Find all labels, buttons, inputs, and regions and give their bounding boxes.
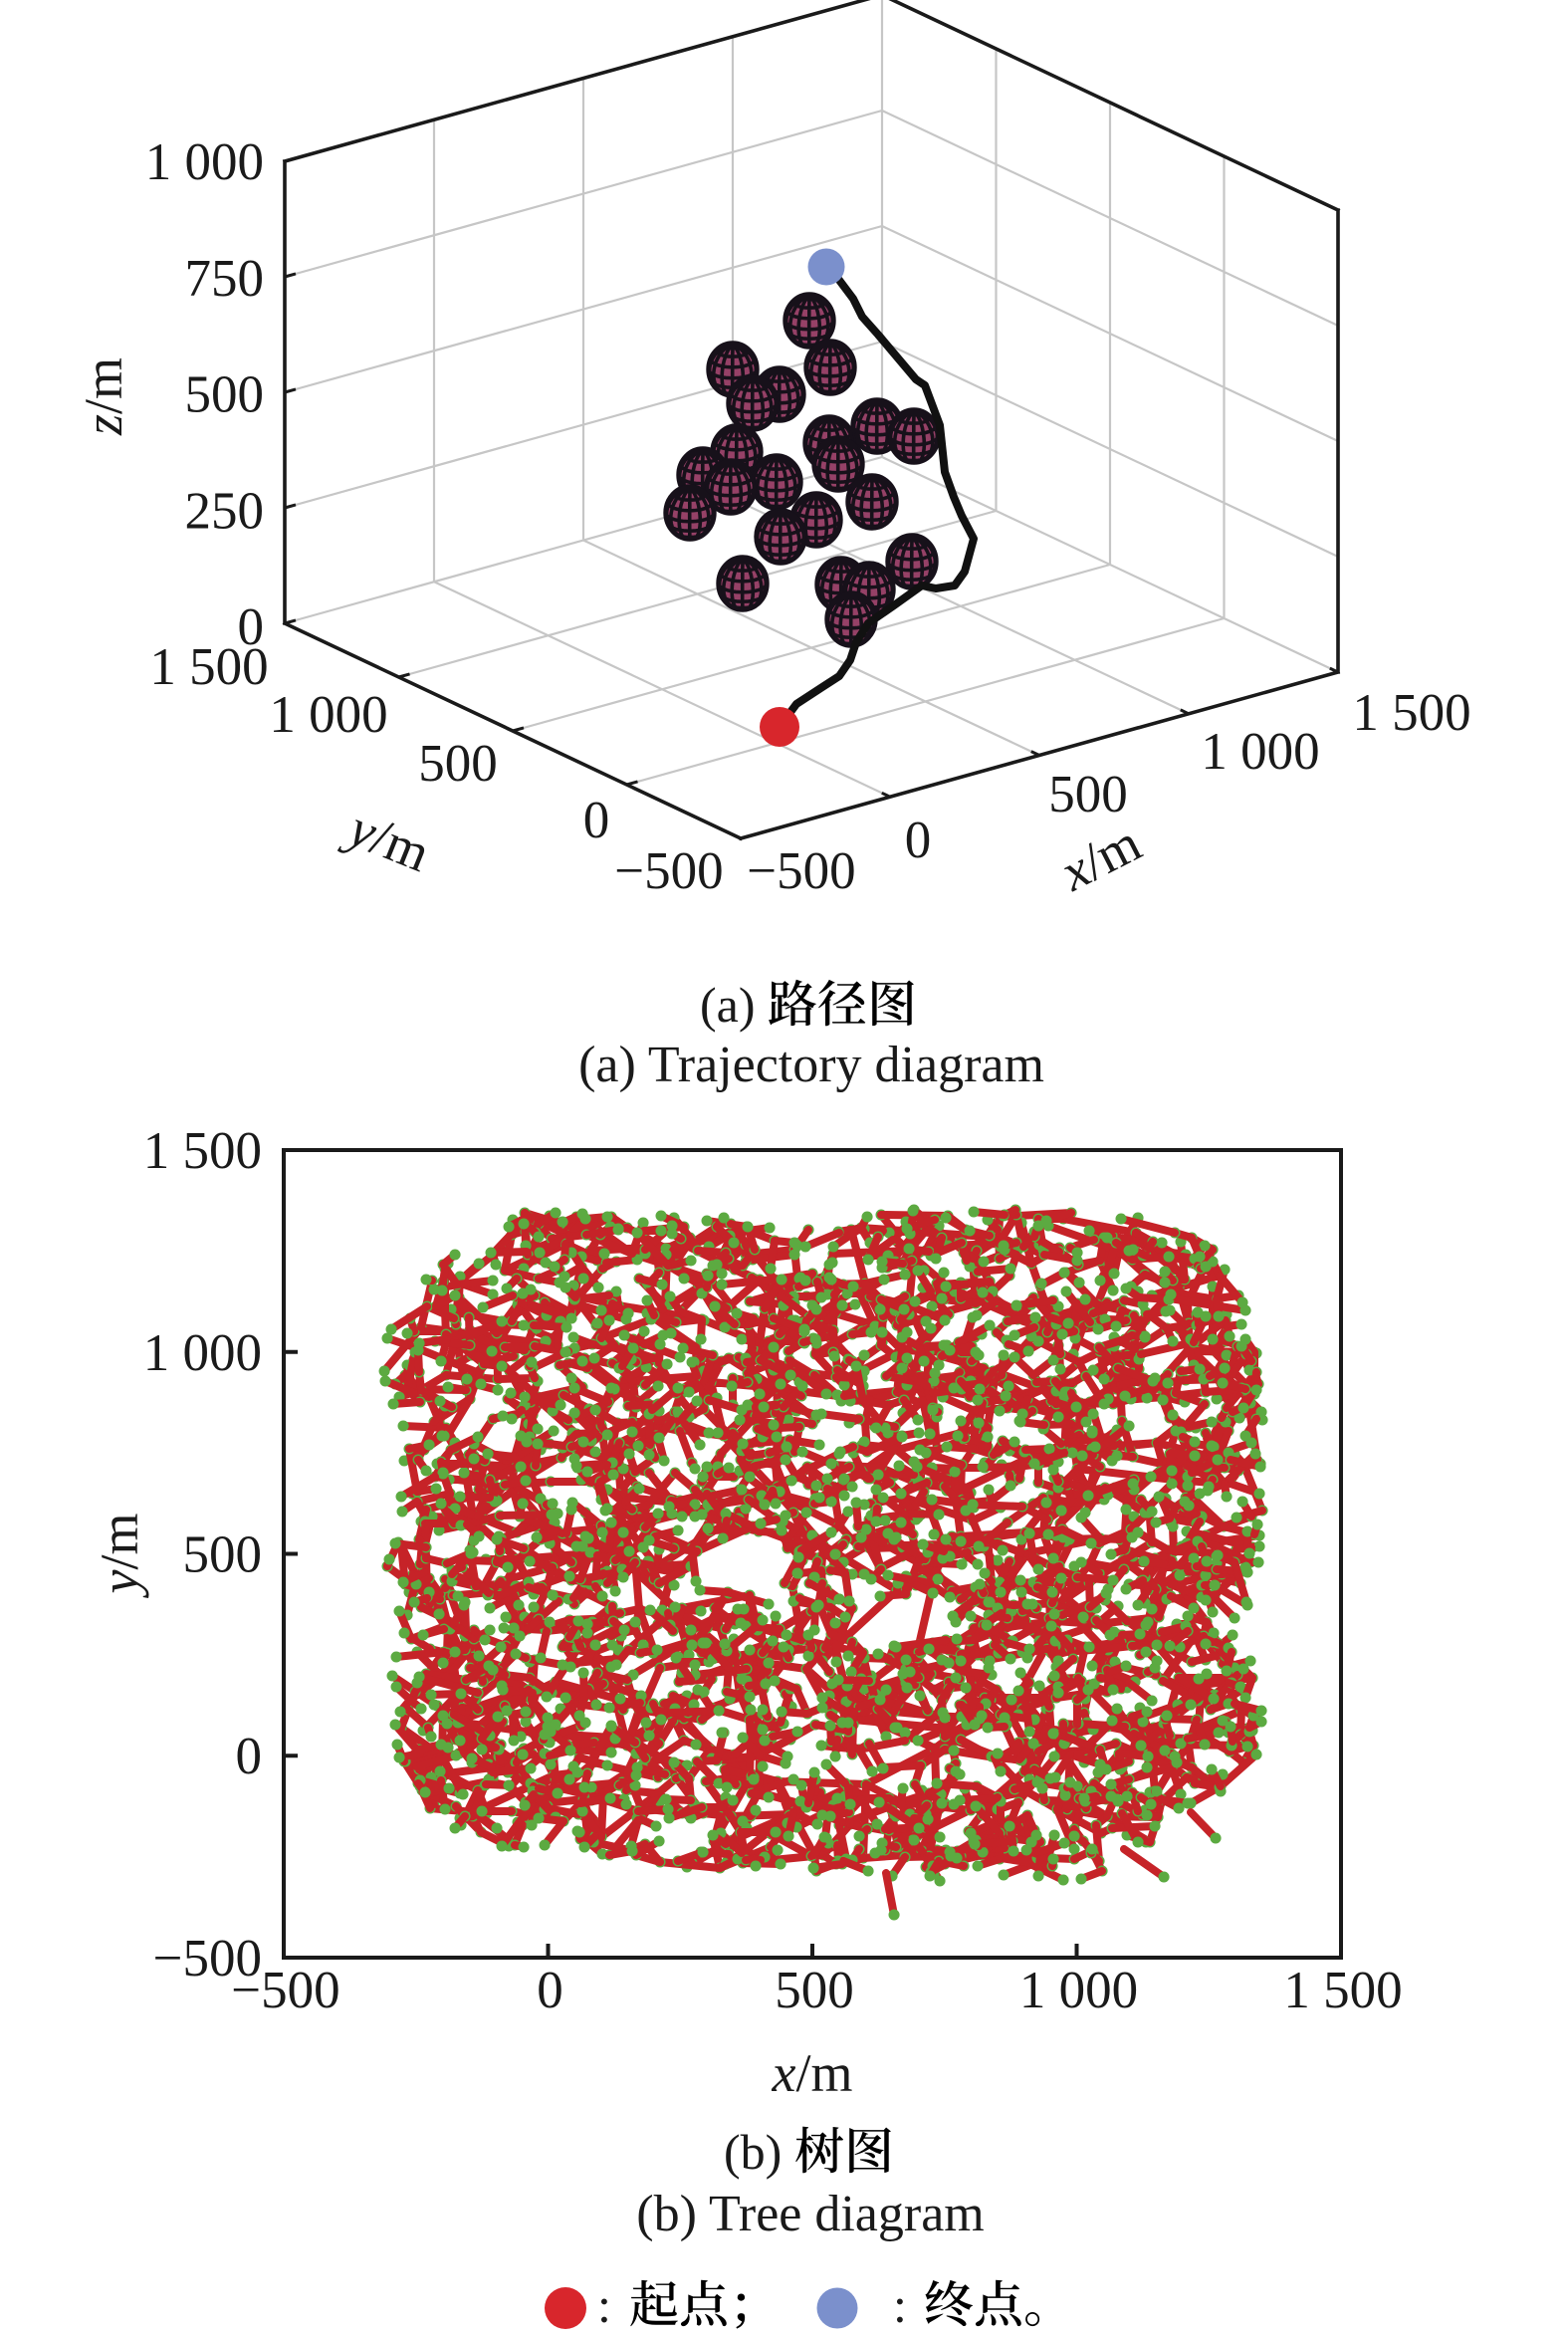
- svg-text:(a): (a): [700, 977, 756, 1033]
- svg-text:z/m: z/m: [74, 357, 133, 436]
- svg-text:1 500: 1 500: [149, 638, 268, 696]
- svg-text:y/m: y/m: [90, 1514, 149, 1599]
- svg-text:−500: −500: [153, 1930, 262, 1987]
- svg-text:1 000: 1 000: [143, 1324, 262, 1382]
- svg-text:250: 250: [185, 482, 265, 540]
- svg-text:−500: −500: [614, 842, 723, 900]
- svg-text:1 500: 1 500: [143, 1122, 262, 1180]
- svg-text:1 000: 1 000: [269, 686, 387, 744]
- svg-text:500: 500: [418, 735, 498, 793]
- svg-text:−500: −500: [747, 842, 855, 900]
- svg-text:(a) Trajectory diagram: (a) Trajectory diagram: [578, 1037, 1044, 1093]
- svg-text:0: 0: [537, 1962, 563, 2019]
- svg-text:1 000: 1 000: [145, 133, 264, 191]
- svg-text:1 500: 1 500: [1283, 1962, 1402, 2019]
- svg-text:y/m: y/m: [336, 796, 438, 883]
- svg-text:500: 500: [185, 366, 265, 424]
- svg-text:500: 500: [1048, 766, 1128, 823]
- svg-text:1 500: 1 500: [1352, 684, 1470, 742]
- svg-text:0: 0: [238, 598, 265, 656]
- svg-text::: :: [893, 2277, 907, 2333]
- svg-text:1 000: 1 000: [1201, 723, 1319, 781]
- svg-text:x/m: x/m: [772, 2043, 853, 2103]
- svg-text:0: 0: [583, 792, 610, 849]
- svg-text:0: 0: [905, 812, 932, 869]
- svg-text:(b) Tree diagram: (b) Tree diagram: [636, 2186, 984, 2242]
- svg-text:750: 750: [185, 250, 265, 308]
- svg-text:500: 500: [775, 1962, 854, 2019]
- svg-text:−500: −500: [231, 1962, 339, 2019]
- svg-text:(b): (b): [724, 2124, 782, 2180]
- svg-text:0: 0: [236, 1728, 263, 1785]
- svg-text:1 000: 1 000: [1019, 1962, 1138, 2019]
- svg-text::: :: [597, 2277, 611, 2333]
- svg-text:500: 500: [183, 1526, 263, 1584]
